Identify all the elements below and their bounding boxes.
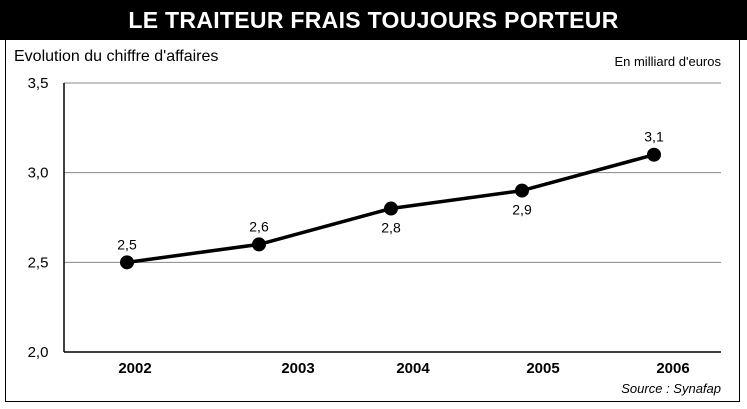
data-label: 2,6	[249, 218, 269, 234]
data-point	[252, 237, 266, 252]
data-label: 2,9	[512, 202, 532, 218]
data-point	[384, 201, 398, 216]
x-tick-label: 2002	[118, 360, 151, 377]
y-tick-label: 2,5	[28, 254, 49, 271]
chart-subtitle: Evolution du chiffre d'affaires	[14, 48, 219, 65]
x-tick-label: 2004	[396, 360, 430, 377]
data-label: 3,1	[644, 129, 664, 145]
x-tick-label: 2003	[281, 360, 314, 377]
y-tick-label: 2,0	[28, 344, 49, 361]
data-point	[515, 183, 529, 198]
title-bar: LE TRAITEUR FRAIS TOUJOURS PORTEUR	[0, 0, 747, 40]
y-tick-label: 3,5	[28, 75, 49, 92]
x-tick-label: 2006	[656, 360, 689, 377]
data-point	[647, 147, 661, 162]
unit-label: En milliard d'euros	[614, 54, 721, 69]
y-tick-label: 3,0	[28, 165, 49, 182]
x-tick-label: 2005	[526, 360, 559, 377]
data-point	[120, 255, 134, 270]
source-label: Source : Synafap	[621, 381, 721, 396]
chart-frame	[5, 40, 740, 402]
data-label: 2,8	[381, 220, 401, 236]
data-label: 2,5	[117, 236, 137, 252]
chart-title: LE TRAITEUR FRAIS TOUJOURS PORTEUR	[128, 6, 619, 33]
